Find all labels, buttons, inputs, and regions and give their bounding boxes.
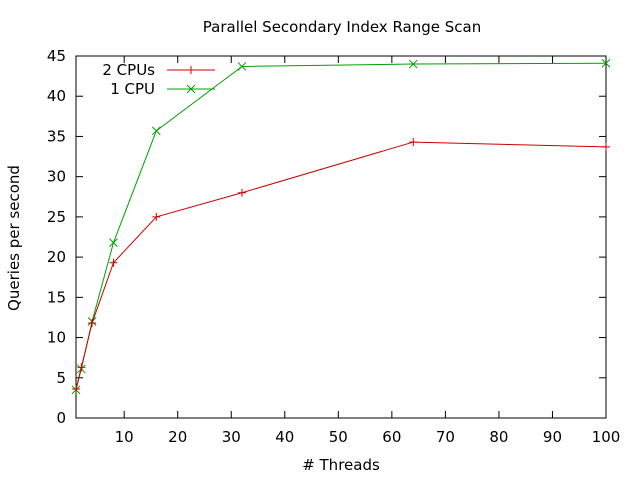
legend-label-1-cpu: 1 CPU xyxy=(110,80,155,98)
x-tick-label: 70 xyxy=(436,428,455,446)
data-point-1-cpu xyxy=(408,59,418,69)
x-tick-label: 30 xyxy=(222,428,241,446)
y-tick-label: 35 xyxy=(47,127,66,145)
x-axis-label: # Threads xyxy=(302,456,380,474)
series-2-cpus xyxy=(72,138,610,394)
data-point-2-cpus xyxy=(88,319,97,328)
data-point-1-cpu xyxy=(109,238,118,247)
data-point-2-cpus xyxy=(602,142,610,151)
y-tick-label: 5 xyxy=(56,369,66,387)
plot-frame xyxy=(75,55,607,419)
marker-stroke xyxy=(109,238,118,247)
chart-title: Parallel Secondary Index Range Scan xyxy=(203,18,481,36)
data-point-2-cpus xyxy=(109,258,118,267)
x-tick-label: 40 xyxy=(275,428,294,446)
data-point-1-cpu xyxy=(151,126,161,136)
marker-stroke xyxy=(237,62,247,71)
data-point-2-cpus xyxy=(152,212,161,221)
legend-marker-1-cpu xyxy=(186,84,196,94)
x-tick-label: 50 xyxy=(329,428,348,446)
y-tick-label: 15 xyxy=(47,288,66,306)
data-point-2-cpus xyxy=(409,138,418,147)
x-tick-label: 10 xyxy=(115,428,134,446)
marker-stroke xyxy=(601,58,611,68)
y-tick-label: 10 xyxy=(47,329,66,347)
y-tick-label: 45 xyxy=(47,47,66,65)
data-point-1-cpu xyxy=(237,62,247,71)
y-tick-label: 30 xyxy=(47,168,66,186)
x-tick-label: 60 xyxy=(382,428,401,446)
axis-ticks: 0 5 10 15 20 25 30 35 40 45 10 20 30 40 50 60 70 80 90 100 xyxy=(47,47,620,446)
series-layer xyxy=(71,58,611,395)
series-line-1-cpu xyxy=(75,62,607,390)
marker-stroke xyxy=(408,59,418,69)
data-point-2-cpus xyxy=(237,188,246,197)
marker-stroke xyxy=(186,84,196,94)
y-tick-label: 20 xyxy=(47,248,66,266)
series-line-2-cpus xyxy=(75,141,607,390)
legend-marker-2-cpus xyxy=(187,66,195,74)
marker-stroke xyxy=(151,126,161,136)
x-tick-label: 20 xyxy=(168,428,187,446)
data-point-2-cpus xyxy=(77,363,86,372)
x-tick-label: 90 xyxy=(543,428,562,446)
series-1-cpu xyxy=(71,58,611,395)
x-tick-label: 80 xyxy=(489,428,508,446)
x-tick-label: 100 xyxy=(592,428,621,446)
y-tick-label: 0 xyxy=(56,409,66,427)
legend-label-2-cpus: 2 CPUs xyxy=(102,61,155,79)
y-axis-label: Queries per second xyxy=(5,165,23,311)
y-tick-label: 25 xyxy=(47,208,66,226)
data-point-1-cpu xyxy=(601,58,611,68)
y-tick-label: 40 xyxy=(47,87,66,105)
data-point-2-cpus xyxy=(72,385,80,394)
